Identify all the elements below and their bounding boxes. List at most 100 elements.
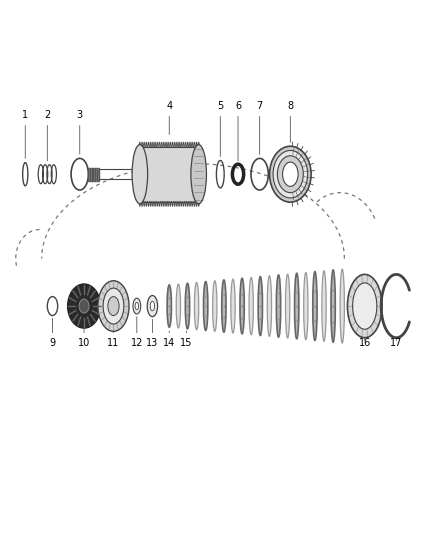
Ellipse shape <box>150 301 155 311</box>
Text: 2: 2 <box>44 110 50 161</box>
Text: 14: 14 <box>163 331 175 348</box>
Ellipse shape <box>331 270 336 342</box>
Text: 5: 5 <box>217 101 223 157</box>
Polygon shape <box>156 142 159 147</box>
Text: 9: 9 <box>49 318 56 348</box>
Polygon shape <box>145 142 148 147</box>
Polygon shape <box>138 142 141 147</box>
Polygon shape <box>154 201 156 206</box>
Polygon shape <box>152 142 154 147</box>
Ellipse shape <box>222 280 226 332</box>
Polygon shape <box>147 142 150 147</box>
Polygon shape <box>184 142 187 147</box>
Ellipse shape <box>79 299 89 313</box>
Polygon shape <box>141 201 143 206</box>
Ellipse shape <box>267 276 272 336</box>
Ellipse shape <box>176 284 180 328</box>
Polygon shape <box>143 142 145 147</box>
Ellipse shape <box>133 298 141 314</box>
Ellipse shape <box>270 146 311 202</box>
Ellipse shape <box>276 275 281 337</box>
Ellipse shape <box>147 295 158 317</box>
Ellipse shape <box>353 283 377 329</box>
Polygon shape <box>187 142 189 147</box>
Text: 15: 15 <box>180 331 193 348</box>
Polygon shape <box>160 142 163 147</box>
Text: 7: 7 <box>257 101 263 155</box>
Ellipse shape <box>304 272 308 340</box>
Ellipse shape <box>231 279 235 333</box>
Polygon shape <box>147 201 150 206</box>
Ellipse shape <box>313 272 317 341</box>
Ellipse shape <box>98 281 129 332</box>
Polygon shape <box>182 142 185 147</box>
Ellipse shape <box>273 150 307 198</box>
Polygon shape <box>152 201 154 206</box>
Ellipse shape <box>286 274 290 338</box>
Polygon shape <box>158 201 161 206</box>
Text: 16: 16 <box>359 338 371 348</box>
Polygon shape <box>162 142 165 147</box>
Polygon shape <box>88 168 99 181</box>
Ellipse shape <box>295 273 299 339</box>
Ellipse shape <box>67 284 100 328</box>
Ellipse shape <box>204 281 208 330</box>
Polygon shape <box>158 142 161 147</box>
Polygon shape <box>149 142 152 147</box>
Polygon shape <box>184 201 187 206</box>
Text: 3: 3 <box>77 110 83 154</box>
Ellipse shape <box>283 162 298 187</box>
Polygon shape <box>176 201 178 206</box>
Ellipse shape <box>167 285 171 327</box>
Text: 6: 6 <box>235 101 241 161</box>
Text: 8: 8 <box>287 101 293 142</box>
Ellipse shape <box>240 278 244 334</box>
Text: 10: 10 <box>78 329 90 348</box>
Polygon shape <box>198 142 200 147</box>
Polygon shape <box>180 201 183 206</box>
Polygon shape <box>145 201 148 206</box>
Polygon shape <box>156 201 159 206</box>
Polygon shape <box>160 201 163 206</box>
Polygon shape <box>178 201 180 206</box>
Polygon shape <box>138 201 141 206</box>
Polygon shape <box>198 201 200 206</box>
Polygon shape <box>193 142 196 147</box>
Polygon shape <box>143 201 145 206</box>
Polygon shape <box>169 201 172 206</box>
Ellipse shape <box>258 277 262 335</box>
Polygon shape <box>169 142 172 147</box>
Ellipse shape <box>108 296 119 316</box>
Polygon shape <box>140 147 199 201</box>
Ellipse shape <box>132 144 148 204</box>
Ellipse shape <box>103 288 124 324</box>
Polygon shape <box>187 201 189 206</box>
Polygon shape <box>171 142 174 147</box>
Ellipse shape <box>191 144 206 204</box>
Text: 1: 1 <box>22 110 28 158</box>
Text: 4: 4 <box>166 101 172 134</box>
Polygon shape <box>195 201 198 206</box>
Polygon shape <box>191 201 194 206</box>
Ellipse shape <box>212 281 217 332</box>
Ellipse shape <box>340 269 344 343</box>
Polygon shape <box>165 142 167 147</box>
Polygon shape <box>180 142 183 147</box>
Polygon shape <box>171 201 174 206</box>
Polygon shape <box>149 201 152 206</box>
Polygon shape <box>195 142 198 147</box>
Ellipse shape <box>185 284 190 329</box>
Ellipse shape <box>249 278 253 335</box>
Polygon shape <box>189 201 191 206</box>
Polygon shape <box>173 201 176 206</box>
Polygon shape <box>154 142 156 147</box>
Text: 11: 11 <box>107 332 120 348</box>
Ellipse shape <box>322 271 326 341</box>
Polygon shape <box>178 142 180 147</box>
Polygon shape <box>182 201 185 206</box>
Polygon shape <box>191 142 194 147</box>
Polygon shape <box>167 201 170 206</box>
Ellipse shape <box>277 156 304 192</box>
Text: 17: 17 <box>390 338 403 348</box>
Ellipse shape <box>347 274 382 338</box>
